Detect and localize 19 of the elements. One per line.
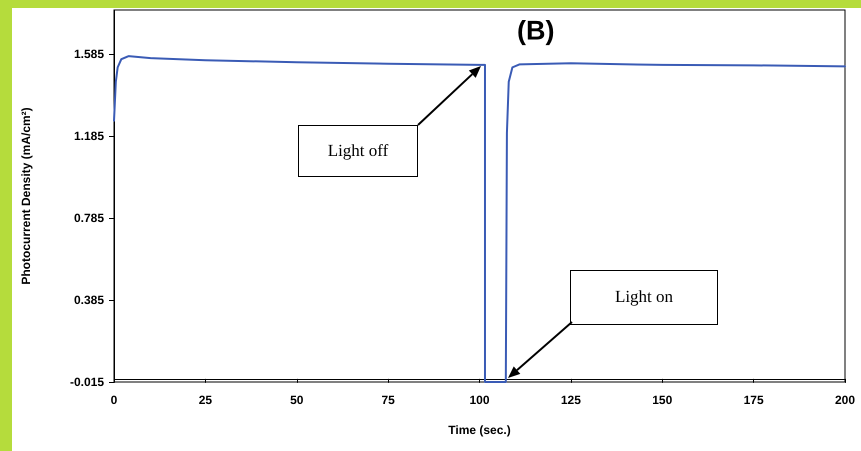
y-tick-label: 1.185 xyxy=(74,129,104,144)
chart-title: (B) xyxy=(517,16,554,46)
x-tick-label: 0 xyxy=(110,393,118,407)
x-axis-title: Time (sec.) xyxy=(448,423,511,437)
x-tick-label: 125 xyxy=(560,393,582,407)
y-tick-label: 0.785 xyxy=(74,211,104,226)
x-tick-label: 100 xyxy=(469,393,490,407)
y-tick-label: -0.015 xyxy=(70,375,104,389)
note-box: Light off xyxy=(298,125,418,177)
x-tick-label: 75 xyxy=(381,393,396,407)
x-tick-label: 175 xyxy=(744,393,764,407)
x-tick-label: 25 xyxy=(198,393,212,407)
x-tick-label: 150 xyxy=(652,393,673,407)
y-tick-label: 0.385 xyxy=(74,293,104,308)
y-tick-label: 1.585 xyxy=(74,47,104,62)
x-tick-label: 200 xyxy=(834,393,856,407)
y-axis-title: Photocurrent Density (mA/cm²) xyxy=(19,107,33,285)
x-tick-label: 50 xyxy=(290,393,304,407)
note-box: Light on xyxy=(570,270,718,324)
